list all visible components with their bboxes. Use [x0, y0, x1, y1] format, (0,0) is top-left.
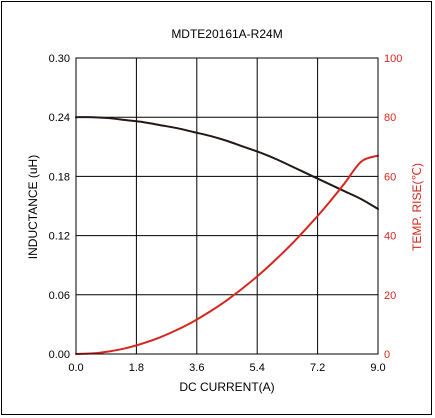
y-left-tick-labels: 0.00 0.06 0.12 0.18 0.24 0.30	[49, 53, 70, 361]
x-tick-label: 5.4	[250, 362, 265, 374]
y-right-tick-label: 0	[384, 349, 390, 361]
y-right-tick-label: 60	[384, 171, 396, 183]
y-left-tick-label: 0.12	[49, 231, 70, 243]
y-left-axis-label: INDUCTANCE (uH)	[26, 155, 40, 259]
y-left-tick-label: 0.00	[49, 349, 70, 361]
y-left-tick-label: 0.18	[49, 171, 70, 183]
y-right-tick-label: 80	[384, 112, 396, 124]
y-right-tick-label: 20	[384, 290, 396, 302]
x-axis-label: DC CURRENT(A)	[179, 380, 274, 394]
y-left-tick-label: 0.30	[49, 53, 70, 65]
x-tick-label: 0.0	[68, 362, 83, 374]
series-layer	[75, 116, 379, 355]
chart-title: MDTE20161A-R24M	[171, 27, 282, 41]
y-right-tick-labels: 0 20 40 60 80 100	[384, 53, 402, 361]
x-tick-label: 3.6	[189, 362, 204, 374]
x-tick-labels: 0.0 1.8 3.6 5.4 7.2 9.0	[68, 362, 385, 374]
inductance-series-line	[75, 116, 379, 210]
x-tick-label: 9.0	[370, 362, 385, 374]
y-left-tick-label: 0.06	[49, 290, 70, 302]
y-right-axis-label: TEMP. RISE(℃)	[410, 163, 424, 251]
temp-rise-series-line	[75, 154, 379, 355]
grid	[76, 58, 378, 354]
x-tick-label: 1.8	[129, 362, 144, 374]
plot-border	[75, 57, 379, 355]
y-left-tick-label: 0.24	[49, 112, 70, 124]
y-right-tick-label: 100	[384, 53, 402, 65]
y-right-tick-label: 40	[384, 231, 396, 243]
x-tick-label: 7.2	[310, 362, 325, 374]
